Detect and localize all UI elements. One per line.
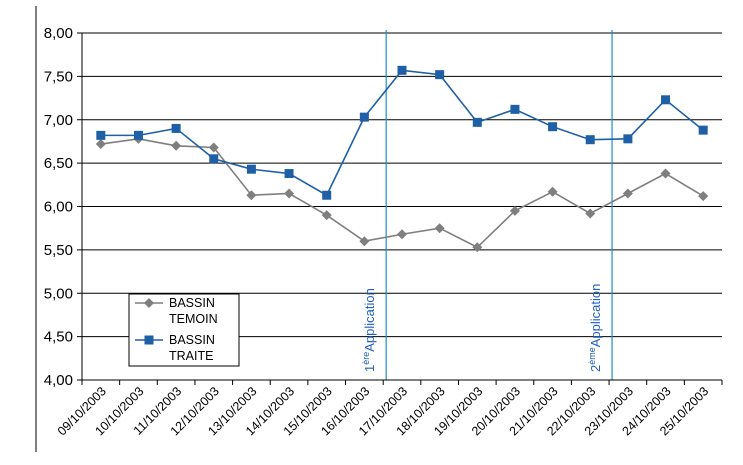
series-bassin-temoin xyxy=(95,133,709,253)
y-tick-label: 6,00 xyxy=(44,199,73,216)
data-point xyxy=(208,142,219,153)
y-tick-label: 4,00 xyxy=(44,372,73,389)
data-point xyxy=(246,190,257,201)
data-point xyxy=(698,125,708,135)
data-point xyxy=(622,188,633,199)
data-point xyxy=(133,130,143,140)
axes: 4,004,505,005,506,006,507,007,508,0009/1… xyxy=(35,6,723,452)
legend-label: TRAITE xyxy=(169,349,213,363)
data-point xyxy=(321,210,332,221)
data-point xyxy=(322,190,332,200)
y-tick-label: 7,50 xyxy=(44,68,73,85)
y-tick-label: 5,00 xyxy=(44,285,73,302)
y-tick-label: 8,00 xyxy=(44,25,73,42)
y-tick-label: 6,50 xyxy=(44,155,73,172)
data-point xyxy=(435,70,445,80)
data-point xyxy=(171,140,182,151)
data-point xyxy=(284,169,294,179)
data-point xyxy=(698,191,709,202)
data-point xyxy=(509,205,520,216)
y-tick-label: 4,50 xyxy=(44,329,73,346)
legend-swatch-marker xyxy=(144,335,154,345)
data-point xyxy=(660,168,671,179)
data-point xyxy=(547,186,558,197)
legend-label: BASSIN xyxy=(169,296,215,310)
data-point xyxy=(585,135,595,145)
series-bassin-traite xyxy=(96,65,708,200)
legend-label: BASSIN xyxy=(169,333,215,347)
data-point xyxy=(209,154,219,164)
legend: BASSIN TEMOIN BASSIN TRAITE xyxy=(128,293,240,367)
annotation-lines: 1èreApplication 2èmeApplication xyxy=(361,30,613,380)
data-point xyxy=(434,223,445,234)
data-point xyxy=(472,117,482,127)
data-point xyxy=(661,95,671,105)
data-point xyxy=(510,104,520,114)
legend-swatch-marker xyxy=(144,298,154,308)
data-point xyxy=(472,242,483,253)
data-point xyxy=(246,164,256,174)
data-point xyxy=(95,139,106,150)
data-point xyxy=(359,112,369,122)
data-point xyxy=(397,229,407,240)
data-point xyxy=(171,123,181,133)
annotation-label: 2èmeApplication xyxy=(587,284,603,372)
series-line xyxy=(100,69,704,197)
data-point xyxy=(284,188,295,199)
y-tick-label: 5,50 xyxy=(44,242,73,259)
data-point xyxy=(623,134,633,144)
series-layer xyxy=(95,65,709,253)
legend-label: TEMOIN xyxy=(169,312,218,326)
data-point xyxy=(96,130,106,140)
annotation-label: 1èreApplication xyxy=(361,288,377,372)
y-tick-label: 7,00 xyxy=(44,112,73,129)
data-point xyxy=(585,208,596,219)
data-point xyxy=(548,122,558,132)
data-point xyxy=(359,236,370,247)
data-point xyxy=(397,65,407,75)
